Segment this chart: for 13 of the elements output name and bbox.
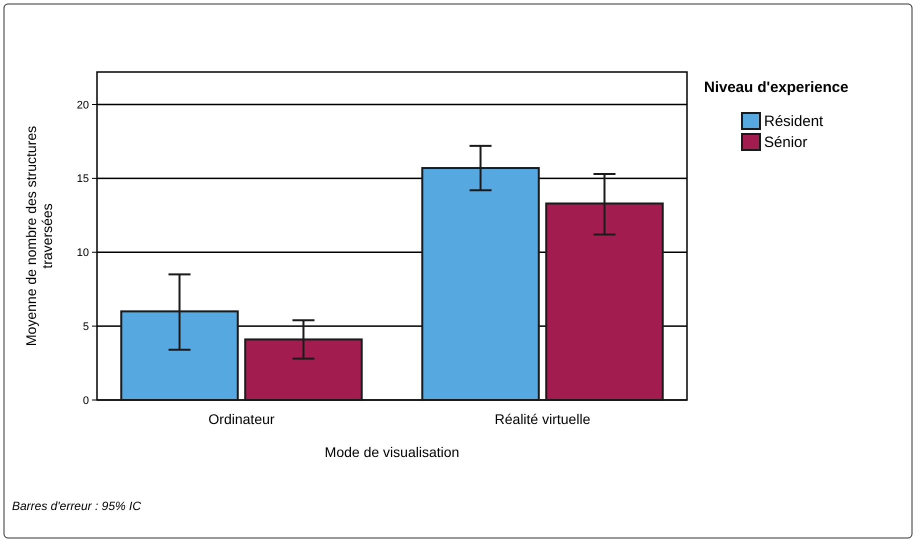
legend-title: Niveau d'experience: [704, 79, 848, 96]
y-tick-label: 20: [76, 99, 89, 112]
y-tick-label: 0: [82, 394, 89, 407]
y-axis-title: Moyenne de nombre des structures traversées: [23, 126, 55, 346]
legend-label: Sénior: [764, 134, 808, 151]
x-axis-title: Mode de visualisation: [324, 444, 460, 460]
legend-label: Résident: [764, 113, 824, 130]
y-tick-label: 15: [76, 173, 89, 186]
y-tick-label: 5: [82, 320, 89, 333]
y-tick-label: 10: [76, 247, 89, 260]
x-tick-label: Ordinateur: [208, 411, 275, 427]
x-tick-label: Réalité virtuelle: [494, 411, 591, 427]
text: Barres d'erreur : 95% IC: [12, 499, 142, 513]
